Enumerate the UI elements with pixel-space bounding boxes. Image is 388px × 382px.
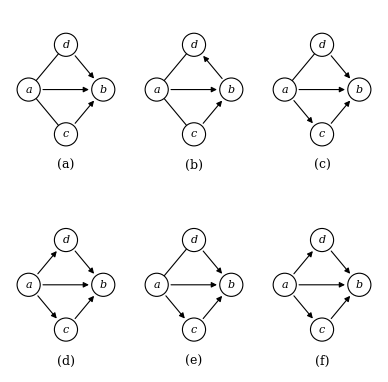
Text: d: d	[191, 40, 197, 50]
Circle shape	[348, 78, 371, 101]
Text: a: a	[281, 84, 288, 95]
Text: (f): (f)	[315, 354, 329, 367]
Text: c: c	[319, 129, 325, 139]
Circle shape	[92, 78, 115, 101]
Circle shape	[273, 78, 296, 101]
Circle shape	[220, 78, 243, 101]
Text: a: a	[281, 280, 288, 290]
Circle shape	[92, 273, 115, 296]
Circle shape	[145, 273, 168, 296]
Text: b: b	[228, 84, 235, 95]
Circle shape	[54, 318, 78, 341]
Text: d: d	[319, 40, 326, 50]
Circle shape	[310, 228, 334, 252]
Text: c: c	[191, 129, 197, 139]
Circle shape	[310, 318, 334, 341]
Text: b: b	[100, 84, 107, 95]
Circle shape	[145, 78, 168, 101]
Text: b: b	[356, 280, 363, 290]
Text: a: a	[153, 84, 160, 95]
Text: d: d	[62, 40, 69, 50]
Text: b: b	[228, 280, 235, 290]
Circle shape	[54, 123, 78, 146]
Text: d: d	[62, 235, 69, 245]
Text: (a): (a)	[57, 159, 74, 172]
Circle shape	[182, 123, 206, 146]
Circle shape	[310, 123, 334, 146]
Text: a: a	[25, 280, 32, 290]
Circle shape	[17, 78, 40, 101]
Circle shape	[54, 228, 78, 252]
Text: a: a	[153, 280, 160, 290]
Text: c: c	[191, 325, 197, 335]
Text: (e): (e)	[185, 354, 203, 367]
Text: c: c	[63, 129, 69, 139]
Circle shape	[182, 33, 206, 57]
Text: b: b	[100, 280, 107, 290]
Circle shape	[182, 318, 206, 341]
Circle shape	[220, 273, 243, 296]
Text: d: d	[191, 235, 197, 245]
Text: c: c	[63, 325, 69, 335]
Circle shape	[273, 273, 296, 296]
Text: d: d	[319, 235, 326, 245]
Circle shape	[348, 273, 371, 296]
Circle shape	[182, 228, 206, 252]
Text: (c): (c)	[314, 159, 331, 172]
Circle shape	[17, 273, 40, 296]
Circle shape	[54, 33, 78, 57]
Text: b: b	[356, 84, 363, 95]
Text: (b): (b)	[185, 159, 203, 172]
Circle shape	[310, 33, 334, 57]
Text: (d): (d)	[57, 354, 75, 367]
Text: c: c	[319, 325, 325, 335]
Text: a: a	[25, 84, 32, 95]
